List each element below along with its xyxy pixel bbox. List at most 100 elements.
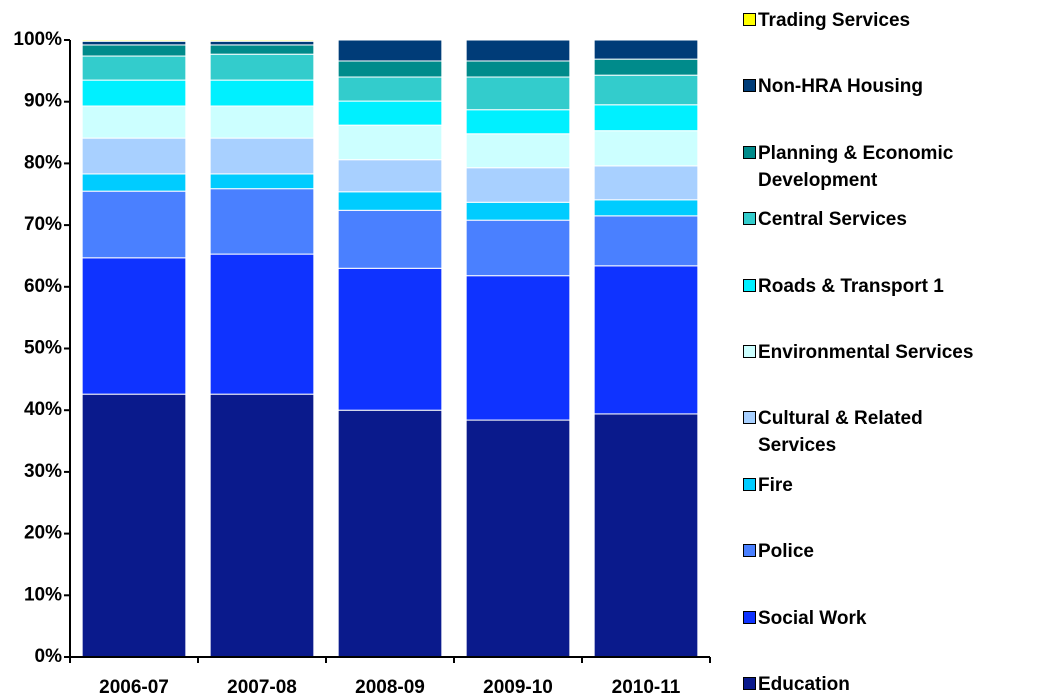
legend-swatch xyxy=(743,477,756,491)
bar-segment xyxy=(209,253,315,395)
legend-label: Social Work xyxy=(758,607,867,629)
x-tick-label: 2007-08 xyxy=(227,677,297,697)
legend-swatch xyxy=(743,610,756,624)
y-tick-label: 20% xyxy=(24,523,62,544)
bar-segment xyxy=(465,76,571,111)
bar-segment xyxy=(465,167,571,203)
bar-segment xyxy=(593,215,699,267)
legend-swatch xyxy=(743,345,756,358)
y-tick-label: 0% xyxy=(35,646,63,667)
legend-item: Fire xyxy=(743,472,1059,499)
legend-label: Trading Services xyxy=(758,10,911,31)
bar-segment xyxy=(209,105,315,139)
bar-segment xyxy=(337,100,443,126)
bar-segment xyxy=(337,267,443,411)
bar-segment xyxy=(593,58,699,76)
y-tick-label: 70% xyxy=(24,214,62,235)
legend-item: Non-HRA Housing xyxy=(743,73,1059,100)
legend-swatch xyxy=(743,278,756,292)
bar-segment xyxy=(337,60,443,78)
bar-segment xyxy=(209,173,315,190)
bar-segment xyxy=(337,159,443,193)
bar-segment xyxy=(465,219,571,277)
bar-segment xyxy=(465,60,571,78)
bar-segment xyxy=(209,53,315,81)
legend-label: Planning & Economic Development xyxy=(758,142,954,191)
bar-segment xyxy=(593,165,699,201)
bar-segment xyxy=(209,188,315,255)
bar-segment xyxy=(337,124,443,161)
bar-segment xyxy=(337,409,443,658)
bar-segment xyxy=(337,39,443,62)
bar-segment xyxy=(465,39,571,62)
bar-segment xyxy=(81,55,187,81)
legend-item: Cultural & Related Services xyxy=(743,405,1059,459)
bar-segment xyxy=(209,393,315,658)
x-tick-label: 2006-07 xyxy=(99,677,169,697)
bar-segment xyxy=(337,76,443,102)
bar-segment xyxy=(337,191,443,211)
bar-segment xyxy=(81,79,187,107)
legend-item: Roads & Transport 1 xyxy=(743,273,1059,300)
bar-segment xyxy=(593,265,699,415)
legend-item: Police xyxy=(743,538,1059,565)
legend-label: Environmental Services xyxy=(758,342,974,363)
bar-segment xyxy=(593,130,699,167)
bar-segment xyxy=(593,104,699,132)
legend-label: Non-HRA Housing xyxy=(758,76,923,98)
bar-segment xyxy=(465,201,571,221)
legend-swatch xyxy=(743,677,756,690)
y-tick-label: 10% xyxy=(24,584,62,605)
bar-segment xyxy=(209,44,315,55)
y-tick-label: 30% xyxy=(24,461,62,482)
y-tick-label: 50% xyxy=(24,338,62,359)
bar-segment xyxy=(81,190,187,259)
legend-item: Central Services xyxy=(743,206,1059,233)
bar-segment xyxy=(337,209,443,269)
y-tick-label: 80% xyxy=(24,152,62,173)
legend-label: Police xyxy=(758,541,814,563)
legend-swatch xyxy=(743,13,756,26)
bar-segment xyxy=(209,137,315,175)
y-tick-label: 60% xyxy=(24,276,62,297)
bar-segment xyxy=(209,79,315,107)
bar-segment xyxy=(465,419,571,658)
bar-segment xyxy=(209,39,315,42)
legend-label: Roads & Transport 1 xyxy=(758,275,944,297)
bar-segment xyxy=(209,40,315,46)
x-tick-label: 2008-09 xyxy=(355,677,425,697)
y-tick-label: 90% xyxy=(24,91,62,112)
bar-segment xyxy=(593,413,699,658)
legend-label: Education xyxy=(758,674,850,695)
bar-segment xyxy=(465,275,571,421)
legend-swatch xyxy=(743,212,756,226)
y-tick-label: 100% xyxy=(13,29,62,50)
bar-segment xyxy=(81,173,187,192)
bar-segment xyxy=(81,39,187,42)
bar-segment xyxy=(81,40,187,46)
legend-label: Fire xyxy=(758,474,793,496)
bar-segment xyxy=(465,133,571,169)
bar-segment xyxy=(81,105,187,139)
y-tick-label: 40% xyxy=(24,399,62,420)
bar-segment xyxy=(81,44,187,57)
legend-item: Social Work xyxy=(743,605,1059,632)
legend-label: Cultural & Related Services xyxy=(758,408,923,457)
legend-swatch xyxy=(743,411,756,425)
legend-item: Trading Services xyxy=(743,7,1059,34)
bar-segment xyxy=(465,109,571,135)
x-tick-label: 2010-11 xyxy=(612,677,681,697)
legend-item: Environmental Services xyxy=(743,339,1059,366)
bar-segment xyxy=(593,199,699,217)
bar-segment xyxy=(81,137,187,175)
legend-swatch xyxy=(743,145,756,159)
x-tick-label: 2009-10 xyxy=(483,677,553,697)
legend-swatch xyxy=(743,79,756,93)
legend-item: Planning & Economic Development xyxy=(743,140,1059,194)
bar-segment xyxy=(593,39,699,60)
legend-item: Education xyxy=(743,671,1059,697)
bar-segment xyxy=(81,393,187,658)
bar-segment xyxy=(593,74,699,106)
